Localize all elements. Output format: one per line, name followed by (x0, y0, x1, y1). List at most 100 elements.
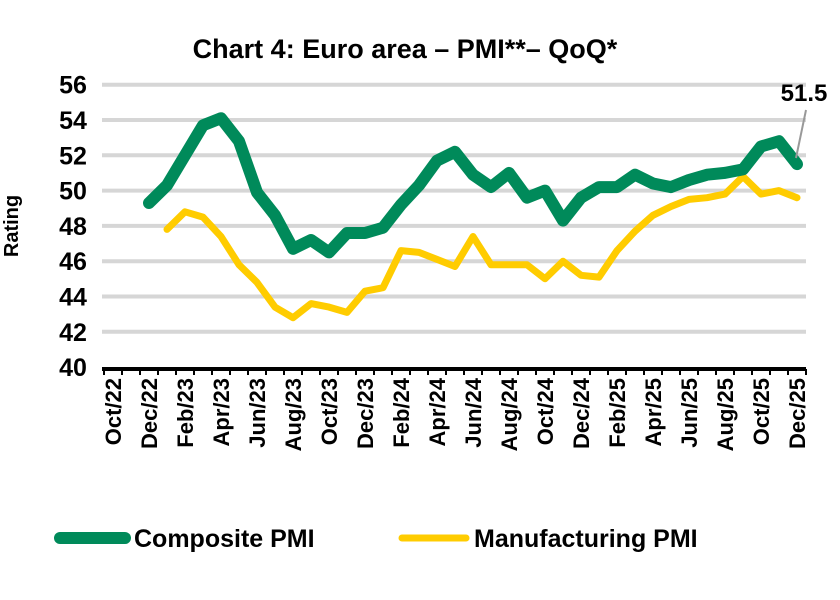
data-point (760, 193, 762, 195)
data-point (616, 250, 618, 252)
data-point (562, 220, 564, 222)
data-point (256, 281, 258, 283)
data-point (166, 184, 168, 186)
x-tick-label: Apr/24 (425, 377, 450, 446)
data-point (238, 140, 240, 142)
data-point (328, 306, 330, 308)
x-tick-label: Apr/25 (641, 378, 666, 446)
y-tick-label: 46 (59, 248, 87, 276)
x-tick-label: Aug/23 (281, 378, 306, 451)
y-tick-label: 56 (59, 72, 87, 100)
x-tick-label: Aug/25 (713, 378, 738, 451)
y-tick-label: 48 (59, 213, 87, 241)
data-point (796, 163, 798, 165)
data-point (598, 186, 600, 188)
data-point (508, 264, 510, 266)
x-tick-label: Oct/25 (749, 378, 774, 445)
data-point (778, 140, 780, 142)
x-tick-label: Jun/23 (245, 378, 270, 448)
x-tick-label: Dec/23 (353, 378, 378, 449)
data-point (184, 211, 186, 213)
data-point (526, 264, 528, 266)
data-point (724, 172, 726, 174)
x-tick-label: Oct/22 (101, 378, 126, 445)
x-tick-label: Aug/24 (497, 377, 522, 451)
data-point (202, 124, 204, 126)
data-point (220, 235, 222, 237)
data-point (616, 186, 618, 188)
series-line-manufacturing (163, 173, 801, 322)
data-point (742, 175, 744, 177)
data-point (670, 205, 672, 207)
data-point (688, 198, 690, 200)
data-point (490, 264, 492, 266)
data-point (652, 214, 654, 216)
data-point (166, 228, 168, 230)
data-point (238, 264, 240, 266)
data-point (454, 265, 456, 267)
data-point (796, 197, 798, 199)
data-point (454, 151, 456, 153)
data-point (328, 251, 330, 253)
data-point (364, 232, 366, 234)
x-tick-label: Dec/25 (785, 378, 810, 449)
data-point (310, 303, 312, 305)
data-point (184, 154, 186, 156)
data-point (598, 276, 600, 278)
data-point (202, 216, 204, 218)
data-point (472, 174, 474, 176)
data-point (292, 317, 294, 319)
legend-label-composite: Composite PMI (134, 525, 315, 553)
data-point (580, 197, 582, 199)
data-point (274, 306, 276, 308)
data-point (580, 274, 582, 276)
data-point (256, 191, 258, 193)
data-point (472, 235, 474, 237)
data-point (400, 250, 402, 252)
x-tick-label: Feb/25 (605, 378, 630, 448)
x-tick-label: Feb/24 (389, 377, 414, 447)
x-tick-label: Jun/25 (677, 378, 702, 448)
data-point (634, 230, 636, 232)
y-tick-label: 40 (59, 354, 87, 382)
x-tick-label: Dec/24 (569, 377, 594, 449)
x-tick-label: Dec/22 (137, 378, 162, 449)
annotation-leader-line (795, 109, 807, 159)
data-point (274, 214, 276, 216)
data-point (382, 227, 384, 229)
y-tick-label: 52 (59, 142, 87, 170)
y-axis-label: Rating (1, 195, 23, 257)
y-tick-label: 54 (59, 107, 87, 135)
data-point (436, 160, 438, 162)
data-point (418, 251, 420, 253)
data-point (220, 117, 222, 119)
data-point (292, 248, 294, 250)
data-point (544, 190, 546, 192)
annotation-label: 51.5 (781, 80, 828, 107)
chart-title: Chart 4: Euro area – PMI**– QoQ* (193, 34, 618, 64)
data-point (652, 183, 654, 185)
x-tick-label: Jun/24 (461, 377, 486, 447)
legend: Composite PMI Manufacturing PMI (54, 525, 698, 553)
data-point (526, 197, 528, 199)
data-point (760, 145, 762, 147)
data-point (490, 186, 492, 188)
data-point (634, 174, 636, 176)
data-point (706, 174, 708, 176)
y-tick-label: 44 (59, 284, 87, 312)
data-point (562, 260, 564, 262)
data-point (418, 184, 420, 186)
data-point (148, 202, 150, 204)
x-tick-label: Feb/23 (173, 378, 198, 448)
data-point (508, 172, 510, 174)
data-point (724, 193, 726, 195)
legend-label-manufacturing: Manufacturing PMI (474, 525, 698, 553)
x-tick-label: Apr/23 (209, 378, 234, 446)
data-point (400, 204, 402, 206)
x-tick-label: Oct/24 (533, 377, 558, 445)
data-point (670, 186, 672, 188)
data-point (346, 232, 348, 234)
data-point (742, 168, 744, 170)
